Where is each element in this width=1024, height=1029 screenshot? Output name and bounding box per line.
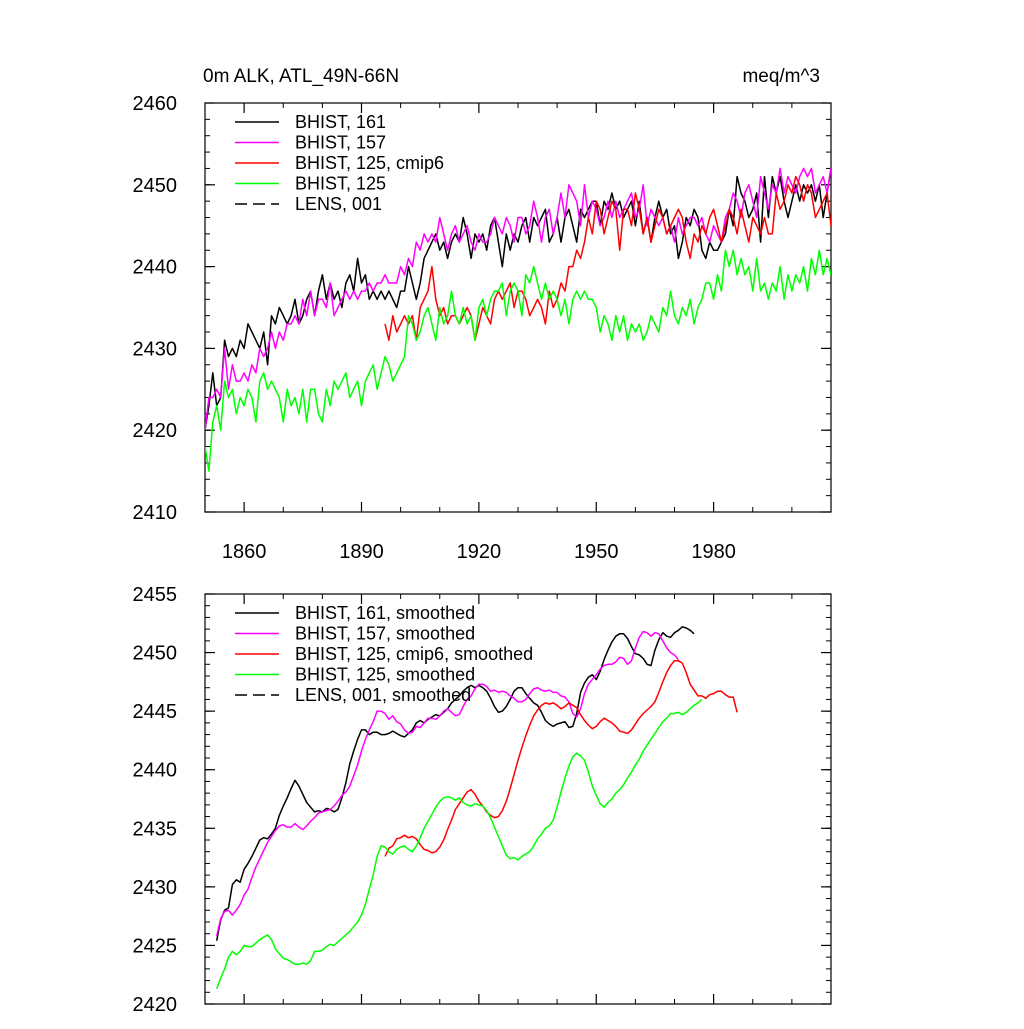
y-tick-label: 2420 [133, 994, 178, 1016]
legend-label: BHIST, 157 [295, 133, 386, 153]
legend-label: BHIST, 161 [295, 112, 386, 132]
chart-units: meq/m^3 [742, 66, 820, 87]
series-line-bhist-125-cmip6-smoothed [384, 660, 738, 857]
series-group [215, 626, 738, 990]
y-tick-label: 2430 [133, 338, 178, 360]
series-line-bhist-157 [205, 167, 831, 431]
legend-label: LENS, 001, smoothed [295, 685, 471, 705]
x-tick-label: 1860 [222, 541, 267, 563]
y-tick-label: 2425 [133, 935, 178, 957]
y-tick-label: 2410 [133, 502, 178, 524]
legend-label: BHIST, 125, cmip6 [295, 153, 444, 173]
legend-label: BHIST, 125, smoothed [295, 665, 475, 685]
legend-label: BHIST, 161, smoothed [295, 603, 475, 623]
series-line-bhist-125 [205, 249, 831, 472]
y-tick-label: 2440 [133, 257, 178, 279]
x-tick-label: 1920 [457, 541, 502, 563]
y-tick-label: 2430 [133, 877, 178, 899]
series-line-bhist-157-smoothed [215, 630, 679, 937]
legend-label: BHIST, 157, smoothed [295, 624, 475, 644]
legend-label: BHIST, 125 [295, 174, 386, 194]
y-tick-label: 2450 [133, 643, 178, 665]
x-tick-label: 1890 [339, 541, 384, 563]
series-line-bhist-125-cmip6 [384, 175, 831, 341]
x-tick-label: 1980 [691, 541, 736, 563]
x-tick-label: 1950 [574, 541, 619, 563]
y-tick-label: 2455 [133, 584, 178, 606]
series-group [205, 167, 831, 472]
top-panel: 2410 2420 2430 2440 2450 2460 1860 1890 1920 1950… [133, 93, 832, 563]
chart-title: 0m ALK, ATL_49N-66N [203, 66, 399, 87]
y-tick-label: 2440 [133, 760, 178, 782]
y-tick-label: 2435 [133, 818, 178, 840]
series-line-bhist-125-smoothed [215, 698, 703, 990]
bottom-panel: 2420 2425 2430 2435 2440 2445 2450 2455 BHIST, 1… [133, 584, 832, 1016]
y-tick-label: 2450 [133, 175, 178, 197]
legend-label: LENS, 001 [295, 194, 382, 214]
y-tick-label: 2460 [133, 93, 178, 115]
legend-label: BHIST, 125, cmip6, smoothed [295, 644, 533, 664]
y-tick-label: 2445 [133, 701, 178, 723]
series-line-bhist-161-smoothed [215, 626, 695, 941]
y-tick-label: 2420 [133, 420, 178, 442]
